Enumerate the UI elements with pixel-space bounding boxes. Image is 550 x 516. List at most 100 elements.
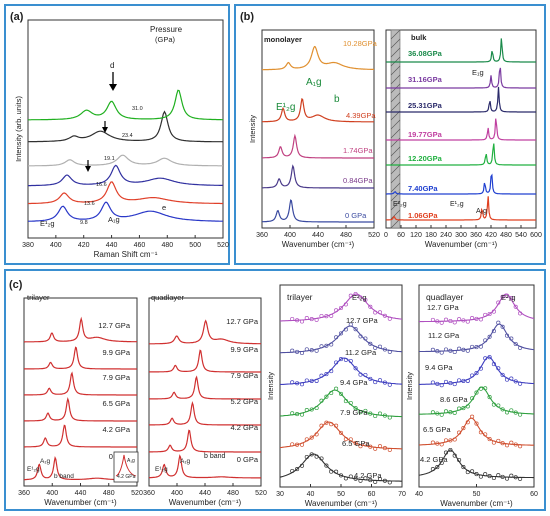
panel-c-quad-low-data-point bbox=[430, 347, 435, 352]
panel-c-tri-low-data-point bbox=[343, 476, 348, 481]
panel-c-tri-low-data-point bbox=[348, 437, 353, 442]
pressure-value: 11.2 GPa bbox=[345, 348, 377, 357]
panel-c-quad-series-line bbox=[149, 349, 261, 373]
panel-c-quad-low-data-point bbox=[504, 293, 510, 298]
panel-c-quad-title: quadlayer bbox=[151, 293, 184, 302]
panel-c-quad-low-data-point bbox=[430, 317, 435, 322]
peak-label: b band bbox=[204, 453, 226, 460]
panel-c-tri-low-title: trilayer bbox=[287, 292, 313, 302]
hatch-line bbox=[390, 92, 401, 103]
panel-c-tri-series-line bbox=[24, 396, 137, 422]
panel-c-quad-low-data-point bbox=[435, 381, 440, 386]
panel-c-quad-low-data-point bbox=[443, 379, 449, 384]
panel-c-tri-low-data-point bbox=[295, 381, 300, 386]
hatch-line bbox=[390, 209, 401, 220]
peak-label: d bbox=[110, 61, 114, 70]
panel-c-tri-low-data-point bbox=[329, 342, 334, 347]
panel-b-mono-x-tick-label: 520 bbox=[368, 232, 380, 239]
peak-label: E¹₂g bbox=[40, 219, 55, 228]
panel-c-quad-series-line bbox=[149, 429, 261, 453]
panel-b-frame bbox=[234, 4, 546, 265]
panel-c-tri-series-line bbox=[24, 424, 137, 448]
panel-c-quad-low-data-point bbox=[465, 420, 470, 425]
panel-c-quad-x-tick-label: 400 bbox=[171, 490, 183, 497]
panel-c-quad-low-x-tick-label: 60 bbox=[530, 491, 538, 498]
panel-c-tri-low-data-point bbox=[290, 411, 295, 416]
hatch-line bbox=[390, 38, 401, 49]
panel-c-quad-low-data-point bbox=[504, 410, 510, 415]
panel-c-tri-low-data-point bbox=[348, 293, 353, 298]
panel-c-tri-low-fit-line bbox=[279, 421, 402, 450]
panel-a-x-tick-label: 500 bbox=[189, 242, 201, 249]
panel-c-tri-low-data-point bbox=[299, 319, 305, 324]
panel-c-tri-low-data-point bbox=[368, 478, 373, 483]
panel-c-quad-low-data-point bbox=[504, 377, 510, 382]
peak-label: A₁g bbox=[476, 208, 487, 215]
panel-c-quad-low-data-point bbox=[474, 345, 479, 350]
panel-c-quad-low-data-point bbox=[478, 430, 483, 435]
panel-b-mono-x-tick-label: 440 bbox=[312, 232, 324, 239]
panel-b-bulk-title: bulk bbox=[411, 33, 427, 42]
peak-label: E²₂g bbox=[501, 293, 516, 302]
panel-c-tri-low-data-point bbox=[334, 335, 339, 340]
panel-c-quad-low-data-point bbox=[483, 312, 488, 317]
panel-c-quad-low-data-point bbox=[487, 395, 492, 400]
panel-c-quad-low-data-point bbox=[483, 386, 488, 391]
panel-b-bulk-x-tick-label: 240 bbox=[440, 232, 452, 239]
panel-c-tri-low-data-point bbox=[377, 444, 383, 449]
panel-c-quad-low-data-point bbox=[470, 344, 475, 349]
panel-c-quad-low-data-point bbox=[457, 430, 462, 435]
panel-c-tri-low-x-tick-label: 70 bbox=[398, 491, 406, 498]
panel-c-quad-low-data-point bbox=[504, 333, 510, 338]
panel-c-quad-low-data-point bbox=[448, 381, 453, 386]
panel-c-quad-low-data-point bbox=[513, 410, 518, 415]
panel-b-bulk-x-tick-label: 600 bbox=[530, 232, 542, 239]
panel-c-tri-x-axis-label: Wavenumber (cm⁻¹) bbox=[44, 498, 117, 507]
panel-b-mono-title: monolayer bbox=[264, 35, 302, 44]
panel-c-quad-series-line bbox=[148, 454, 261, 479]
panel-b-bulk-series-line bbox=[386, 118, 536, 141]
panel-c-tri-low-data-point bbox=[358, 444, 363, 449]
panel-c-tri-low-data-point bbox=[382, 478, 387, 483]
panel-c-quad-low-data-point bbox=[452, 382, 457, 387]
panel-c-tri-low-data-point bbox=[334, 423, 339, 428]
panel-c-tri-low-data-point bbox=[309, 407, 314, 412]
panel-c-tri-low-data-point bbox=[338, 305, 344, 311]
panel-c-quad-low-data-point bbox=[457, 457, 462, 463]
panel-c-quad-x-tick-label: 360 bbox=[143, 490, 155, 497]
panel-c-tri-low-x-tick-label: 50 bbox=[337, 491, 345, 498]
panel-a-x-tick-label: 440 bbox=[106, 242, 118, 249]
panel-c-quad-low-data-point bbox=[513, 304, 518, 309]
panel-c-quad-low-data-point bbox=[500, 407, 505, 412]
panel-c-quad-low-data-point bbox=[443, 450, 449, 455]
panel-c-quad-low-data-point bbox=[470, 414, 475, 419]
panel-c-quad-low-data-point bbox=[491, 329, 496, 334]
panel-c-quad-low-data-point bbox=[504, 476, 510, 481]
panel-c-quad-low-data-point bbox=[439, 460, 444, 466]
hatched-region bbox=[390, 29, 401, 229]
panel-c-quad-low-data-point bbox=[474, 390, 479, 395]
hatch-line bbox=[390, 29, 401, 40]
panel-c-label: (c) bbox=[9, 279, 23, 291]
panel-c-quad-low-fit-line bbox=[419, 356, 535, 385]
panel-c-quad-low-data-point bbox=[439, 383, 444, 388]
panel-c-tri-low-data-point bbox=[363, 442, 368, 447]
panel-c-tri-low-data-point bbox=[295, 412, 300, 417]
panel-c-tri-low-data-point bbox=[290, 348, 295, 353]
panel-c-quad-low-data-point bbox=[496, 320, 501, 325]
panel-c-tri-low-data-point bbox=[377, 344, 383, 349]
panel-c-tri-low-data-point bbox=[358, 295, 363, 300]
hatch-line bbox=[390, 182, 401, 193]
panel-c-quad-low-data-point bbox=[483, 432, 488, 437]
pressure-value: 7.9 GPa bbox=[102, 373, 130, 382]
panel-c-quad-low-data-point bbox=[500, 372, 505, 377]
panel-c-tri-low-data-point bbox=[358, 478, 363, 483]
panel-c-quad-low-data-point bbox=[443, 409, 449, 414]
pressure-value: 31.16GPa bbox=[408, 75, 443, 84]
panel-c-quad-low-data-point bbox=[491, 440, 496, 445]
panel-c-tri-low-data-point bbox=[314, 348, 319, 353]
panel-c-quad-low-fit-line bbox=[419, 323, 535, 353]
hatch-line bbox=[390, 155, 401, 166]
panel-c-quad-low-data-point bbox=[500, 324, 505, 329]
panel-c-quad-low-data-point bbox=[518, 311, 523, 316]
